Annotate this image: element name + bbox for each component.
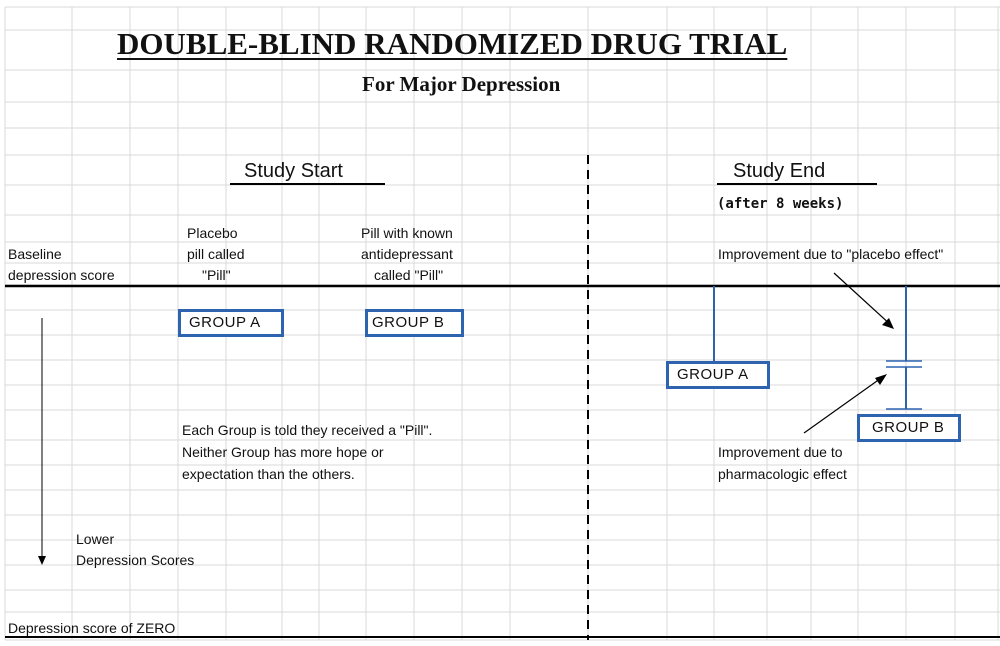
group-a-end-box: GROUP A	[666, 361, 770, 389]
study-start-heading: Study Start	[244, 160, 343, 182]
page-subtitle: For Major Depression	[362, 72, 561, 96]
placebo-arrow	[833, 272, 893, 327]
group-b-start-box: GROUP B	[365, 309, 464, 337]
drug-label: antidepressant	[361, 246, 453, 262]
drug-label: called "Pill"	[374, 267, 444, 283]
group-b-end-box: GROUP B	[857, 414, 961, 442]
placebo-label: Placebo	[187, 225, 238, 241]
baseline-label: depression score	[8, 267, 115, 283]
pharma-arrow	[803, 375, 885, 434]
drug-label: Pill with known	[361, 225, 453, 241]
pharma-effect-label: Improvement due to	[718, 444, 843, 460]
study-duration: (after 8 weeks)	[717, 196, 844, 212]
note-text: expectation than the others.	[182, 466, 355, 482]
placebo-label: "Pill"	[202, 267, 231, 283]
lower-scores-label: Depression Scores	[76, 552, 195, 568]
study-end-heading: Study End	[733, 160, 826, 182]
arrow-head-icon	[882, 318, 894, 329]
note-text: Neither Group has more hope or	[182, 444, 384, 460]
down-arrow-icon	[38, 556, 46, 565]
group-a-start-box: GROUP A	[178, 309, 284, 337]
placebo-effect-label: Improvement due to "placebo effect"	[718, 246, 944, 262]
placebo-label: pill called	[187, 246, 245, 262]
baseline-label: Baseline	[8, 246, 62, 262]
page-title: DOUBLE-BLIND RANDOMIZED DRUG TRIAL	[117, 26, 788, 61]
spreadsheet-grid	[4, 6, 1000, 641]
zero-score-label: Depression score of ZERO	[8, 620, 176, 636]
lower-scores-label: Lower	[76, 531, 115, 547]
arrow-head-icon	[875, 374, 887, 385]
note-text: Each Group is told they received a "Pill…	[182, 422, 433, 438]
pharma-effect-label: pharmacologic effect	[718, 466, 847, 482]
